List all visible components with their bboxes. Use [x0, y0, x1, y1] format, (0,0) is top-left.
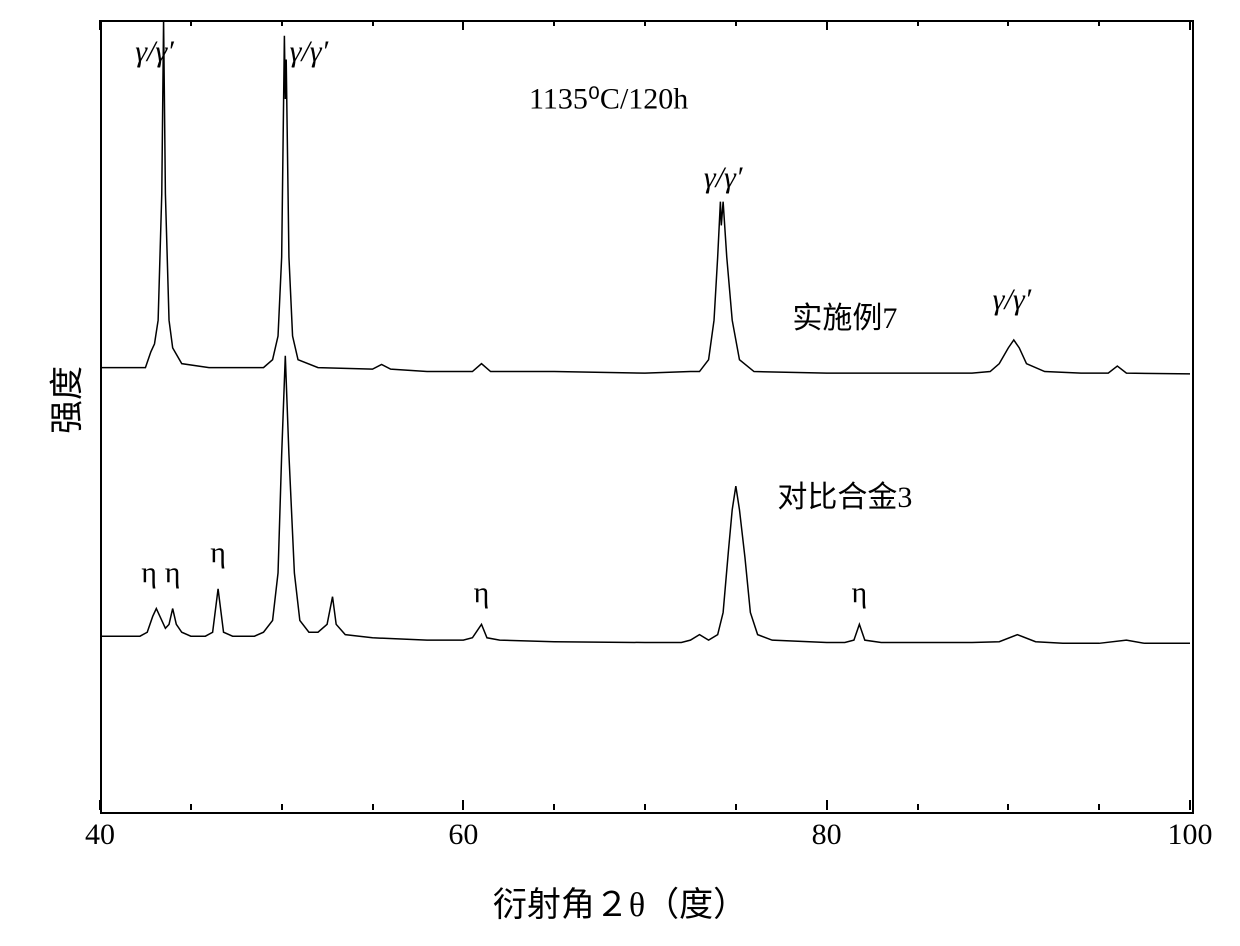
- x-tick-minor: [1007, 804, 1009, 810]
- x-axis-label: 衍射角２θ（度）: [493, 877, 747, 926]
- x-tick-minor: [553, 804, 555, 810]
- x-tick-minor-top: [1098, 20, 1100, 26]
- x-tick-minor-top: [644, 20, 646, 26]
- x-tick-minor-top: [281, 20, 283, 26]
- x-tick-minor-top: [1007, 20, 1009, 26]
- x-tick-top: [462, 20, 464, 30]
- x-tick-minor: [190, 804, 192, 810]
- x-tick-minor-top: [735, 20, 737, 26]
- annotation-a4: γ/γ′: [704, 161, 743, 195]
- annotation-a12: η: [852, 576, 868, 610]
- annotation-a5: 实施例7: [792, 293, 897, 337]
- x-tick: [826, 800, 828, 810]
- x-tick: [1189, 800, 1191, 810]
- x-tick-label: 40: [85, 818, 115, 852]
- x-tick-minor: [281, 804, 283, 810]
- x-tick: [462, 800, 464, 810]
- x-tick-top: [99, 20, 101, 30]
- x-tick-minor-top: [372, 20, 374, 26]
- annotation-a2: γ/γ′: [290, 35, 329, 69]
- x-tick-minor: [1098, 804, 1100, 810]
- curve-compare3: [100, 356, 1190, 644]
- annotation-a9: η: [165, 556, 181, 590]
- x-tick-label: 60: [448, 818, 478, 852]
- x-tick-minor: [735, 804, 737, 810]
- x-tick-top: [826, 20, 828, 30]
- curve-example7: [100, 20, 1190, 374]
- annotation-a11: η: [474, 576, 490, 610]
- x-tick-minor-top: [190, 20, 192, 26]
- x-tick-minor: [372, 804, 374, 810]
- annotation-a10: η: [210, 536, 226, 570]
- x-tick: [99, 800, 101, 810]
- x-tick-label: 100: [1168, 818, 1213, 852]
- x-tick-minor-top: [917, 20, 919, 26]
- x-tick-label: 80: [812, 818, 842, 852]
- curve-svg: [100, 20, 1190, 810]
- x-tick-top: [1189, 20, 1191, 30]
- x-tick-minor: [644, 804, 646, 810]
- xrd-chart: 强度 衍射角２θ（度） 40 60 80 100 γ/γ′ γ/γ′ 1135⁰C/120…: [0, 0, 1240, 946]
- x-tick-minor: [917, 804, 919, 810]
- annotation-a3: 1135⁰C/120h: [529, 82, 688, 117]
- x-tick-minor-top: [553, 20, 555, 26]
- annotation-a7: 对比合金3: [777, 472, 912, 516]
- annotation-a1: γ/γ′: [135, 35, 174, 69]
- annotation-a6: γ/γ′: [993, 283, 1032, 317]
- y-axis-label: 强度: [40, 366, 89, 434]
- annotation-a8: η: [141, 556, 157, 590]
